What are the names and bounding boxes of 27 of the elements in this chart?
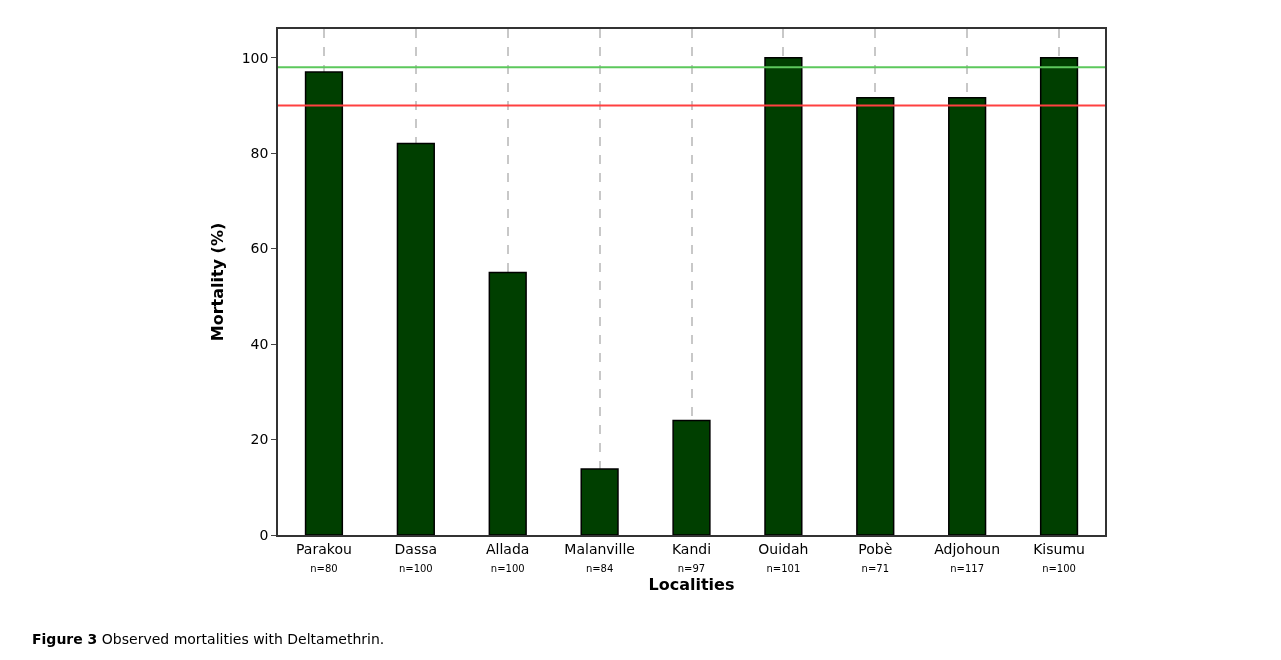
- bar: [948, 96, 987, 535]
- x-tick-label: Dassa n=100: [394, 540, 438, 574]
- bar: [764, 56, 803, 535]
- x-tick-label: Kandi n=97: [671, 540, 712, 574]
- x-tick-label: Ouidah n=101: [758, 540, 809, 574]
- y-tick-label: 80: [250, 145, 269, 162]
- bar: [1039, 56, 1079, 535]
- x-axis-title: Localities: [648, 574, 735, 594]
- y-tick-label: 100: [241, 49, 269, 66]
- bar: [580, 468, 619, 535]
- y-tick-label: 60: [250, 240, 269, 257]
- x-tick-label: Kisumu n=100: [1033, 540, 1085, 574]
- y-axis-title: Mortality (%): [208, 222, 228, 342]
- bar: [396, 142, 435, 535]
- x-tick-label: Adjohoun n=117: [934, 540, 1001, 574]
- bar: [488, 271, 527, 535]
- x-tick-label: Parakou n=80: [296, 540, 352, 574]
- x-tick-label: Allada n=100: [486, 540, 530, 574]
- x-tick-label: Pobè n=71: [858, 540, 893, 574]
- bar: [304, 71, 344, 535]
- x-tick-label: Malanville n=84: [564, 540, 635, 574]
- caption: Figure 3 Observed mortalities with Deltamethrin.: [32, 631, 385, 647]
- bar: [856, 96, 895, 535]
- y-tick-label: 0: [259, 526, 269, 543]
- bar: [672, 419, 711, 535]
- y-tick-label: 40: [250, 335, 269, 352]
- y-tick-label: 20: [250, 431, 269, 448]
